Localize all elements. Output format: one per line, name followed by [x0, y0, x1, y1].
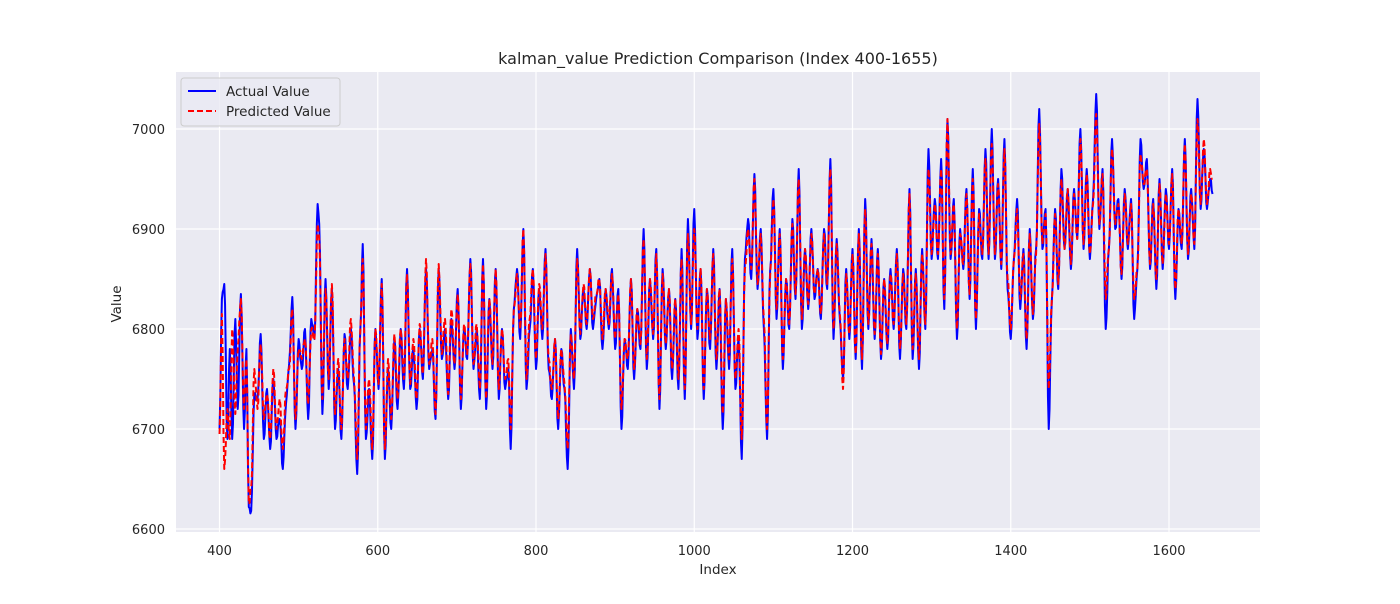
y-tick-label: 6600	[132, 523, 165, 538]
x-tick-labels: 400 600 800 1000 1200 1400 1600	[207, 544, 1185, 559]
legend-actual-label: Actual Value	[226, 84, 310, 100]
y-tick-label: 6700	[132, 423, 165, 438]
x-tick-label: 600	[365, 544, 390, 559]
x-tick-label: 400	[207, 544, 232, 559]
y-axis-label: Value	[109, 285, 125, 322]
x-tick-label: 800	[524, 544, 549, 559]
x-axis-label: Index	[699, 562, 736, 578]
series-line-predicted-value	[218, 113, 1213, 505]
legend-predicted-label: Predicted Value	[226, 104, 331, 120]
series-lines	[218, 93, 1214, 515]
y-tick-labels: 6600 6700 6800 6900 7000	[132, 123, 165, 538]
legend: Actual Value Predicted Value	[180, 77, 341, 127]
y-tick-label: 6900	[132, 223, 165, 238]
legend-box	[180, 77, 341, 127]
x-tick-label: 1600	[1152, 544, 1185, 559]
x-tick-label: 1000	[678, 544, 711, 559]
x-tick-label: 1200	[836, 544, 869, 559]
y-tick-label: 7000	[132, 123, 165, 138]
chart-title: kalman_value Prediction Comparison (Inde…	[498, 49, 938, 69]
y-tick-label: 6800	[132, 323, 165, 338]
x-tick-label: 1400	[994, 544, 1027, 559]
